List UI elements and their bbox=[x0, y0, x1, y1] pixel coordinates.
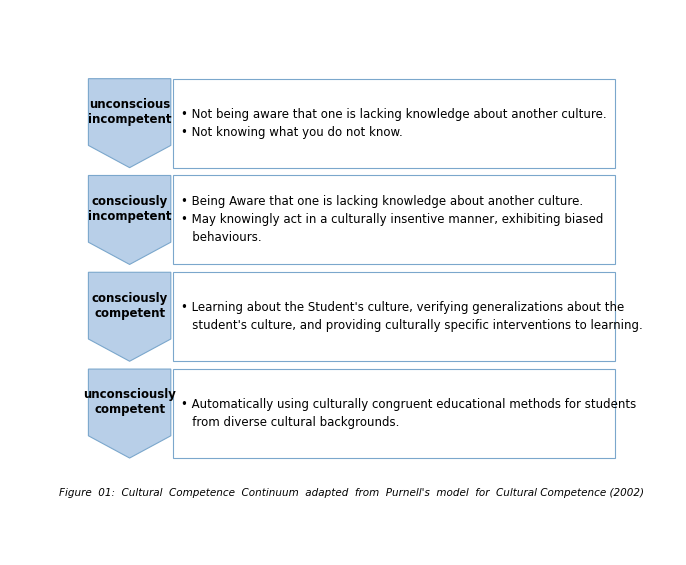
Polygon shape bbox=[88, 79, 171, 168]
Text: • Automatically using culturally congruent educational methods for students
   f: • Automatically using culturally congrue… bbox=[181, 398, 637, 429]
Polygon shape bbox=[88, 176, 171, 264]
Text: • Not being aware that one is lacking knowledge about another culture.
• Not kno: • Not being aware that one is lacking kn… bbox=[181, 108, 607, 138]
FancyBboxPatch shape bbox=[174, 369, 615, 458]
Text: consciously
competent: consciously competent bbox=[91, 292, 168, 320]
FancyBboxPatch shape bbox=[174, 79, 615, 168]
Text: • Being Aware that one is lacking knowledge about another culture.
• May knowing: • Being Aware that one is lacking knowle… bbox=[181, 195, 604, 245]
Polygon shape bbox=[88, 272, 171, 361]
FancyBboxPatch shape bbox=[174, 176, 615, 264]
Text: unconscious
incompetent: unconscious incompetent bbox=[88, 98, 172, 126]
Text: Figure  01:  Cultural  Competence  Continuum  adapted  from  Purnell's  model  f: Figure 01: Cultural Competence Continuum… bbox=[59, 489, 644, 498]
Text: • Learning about the Student's culture, verifying generalizations about the
   s: • Learning about the Student's culture, … bbox=[181, 301, 643, 332]
Text: consciously
incompetent: consciously incompetent bbox=[88, 195, 172, 223]
Text: unconsciously
competent: unconsciously competent bbox=[83, 388, 176, 416]
Polygon shape bbox=[88, 369, 171, 458]
FancyBboxPatch shape bbox=[174, 272, 615, 361]
